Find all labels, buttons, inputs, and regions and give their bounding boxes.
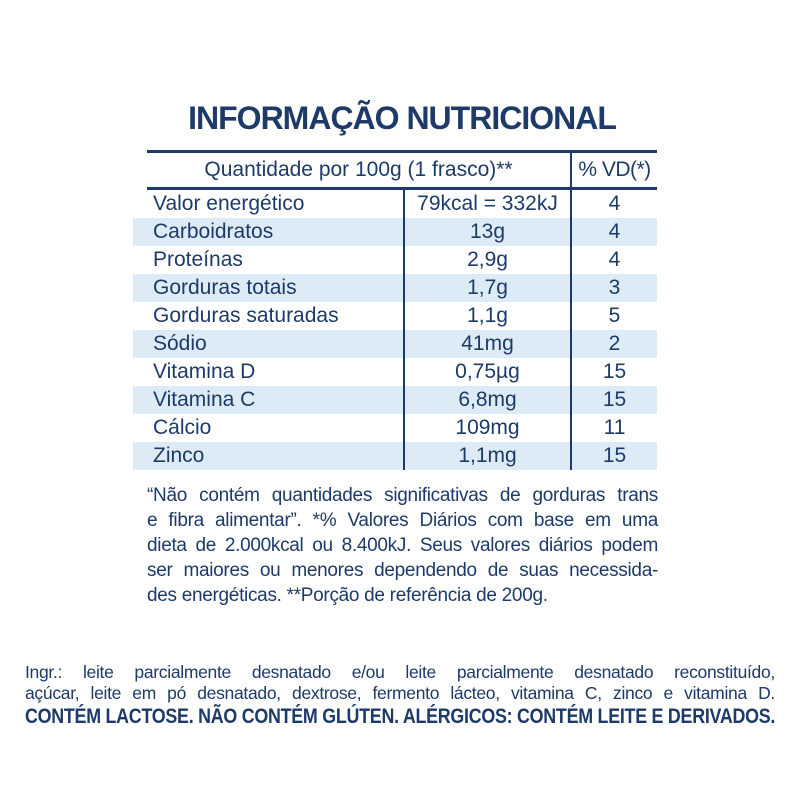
table-row: Zinco 1,1mg 15 — [133, 442, 657, 470]
nutrient-dv-cell: 2 — [570, 330, 657, 358]
ingredients-line: açúcar, leite em pó desnatado, dextrose,… — [25, 683, 775, 703]
table-row: Vitamina D 0,75µg 15 — [133, 358, 657, 386]
nutrient-amount-cell: 6,8mg — [403, 386, 570, 414]
nutrient-dv-cell: 4 — [570, 190, 657, 218]
serving-size-header: Quantidade por 100g (1 frasco)** — [204, 158, 513, 181]
table-row: Vitamina C 6,8mg 15 — [133, 386, 657, 414]
footnote-line: dieta de 2.000kcal ou 8.400kJ. Seus valo… — [147, 535, 658, 556]
nutrient-amount-cell: 1,1g — [403, 302, 570, 330]
nutrient-amount-cell: 13g — [403, 218, 570, 246]
nutrient-name-cell: Vitamina D — [153, 360, 256, 383]
table-row: Gorduras totais 1,7g 3 — [133, 274, 657, 302]
footnote-line: des energéticas. **Porção de referência … — [147, 585, 548, 606]
table-row: Cálcio 109mg 11 — [133, 414, 657, 442]
footnote-paragraph: “Não contém quantidades significativas d… — [147, 483, 658, 608]
nutrient-amount-cell: 0,75µg — [403, 358, 570, 386]
nutrient-name-cell: Vitamina C — [153, 388, 256, 411]
table-row: Sódio 41mg 2 — [133, 330, 657, 358]
footnote-line: “Não contém quantidades significativas d… — [147, 485, 658, 506]
nutrient-name-cell: Cálcio — [153, 416, 212, 439]
nutrient-name-cell: Sódio — [153, 332, 207, 355]
nutrient-dv-cell: 11 — [570, 414, 657, 442]
footnote-line: ser maiores ou menores dependendo de sua… — [147, 560, 658, 581]
nutrient-dv-cell: 4 — [570, 246, 657, 274]
ingredients-block: Ingr.: leite parcialmente desnatado e/ou… — [25, 662, 775, 728]
ingredients-line: Ingr.: leite parcialmente desnatado e/ou… — [25, 662, 775, 682]
nutrient-name-cell: Carboidratos — [153, 220, 274, 243]
table-row: Gorduras saturadas 1,1g 5 — [133, 302, 657, 330]
nutrient-dv-cell: 15 — [570, 442, 657, 470]
nutrient-amount-cell: 1,1mg — [403, 442, 570, 470]
table-row: Proteínas 2,9g 4 — [133, 246, 657, 274]
nutrient-amount-cell: 41mg — [403, 330, 570, 358]
nutrition-table-header: Quantidade por 100g (1 frasco)** % VD(*) — [147, 150, 657, 190]
table-row: Carboidratos 13g 4 — [133, 218, 657, 246]
nutrient-name-cell: Proteínas — [153, 248, 243, 271]
nutrient-name-cell: Zinco — [153, 444, 205, 467]
nutrient-amount-cell: 79kcal = 332kJ — [403, 190, 570, 218]
nutrient-name-cell: Gorduras totais — [153, 276, 297, 299]
nutrient-dv-cell: 15 — [570, 386, 657, 414]
allergen-statement: CONTÉM LACTOSE. NÃO CONTÉM GLÚTEN. ALÉRG… — [25, 705, 776, 728]
footnote-line: e fibra alimentar”. *% Valores Diários c… — [147, 510, 658, 531]
nutrient-dv-cell: 4 — [570, 218, 657, 246]
nutrient-dv-cell: 15 — [570, 358, 657, 386]
nutrient-dv-cell: 3 — [570, 274, 657, 302]
nutrient-amount-cell: 2,9g — [403, 246, 570, 274]
nutrient-dv-cell: 5 — [570, 302, 657, 330]
nutrient-amount-cell: 109mg — [403, 414, 570, 442]
nutrient-name-cell: Gorduras saturadas — [153, 304, 339, 327]
table-row: Valor energético 79kcal = 332kJ 4 — [133, 190, 657, 218]
nutrient-amount-cell: 1,7g — [403, 274, 570, 302]
daily-value-header: % VD(*) — [570, 153, 657, 187]
nutrition-table-body: Valor energético 79kcal = 332kJ 4 Carboidra… — [133, 190, 657, 470]
nutrient-name-cell: Valor energético — [153, 192, 305, 215]
nutrition-table: Quantidade por 100g (1 frasco)** % VD(*)… — [133, 150, 657, 470]
nutrition-facts-title: INFORMAÇÃO NUTRICIONAL — [188, 100, 617, 136]
